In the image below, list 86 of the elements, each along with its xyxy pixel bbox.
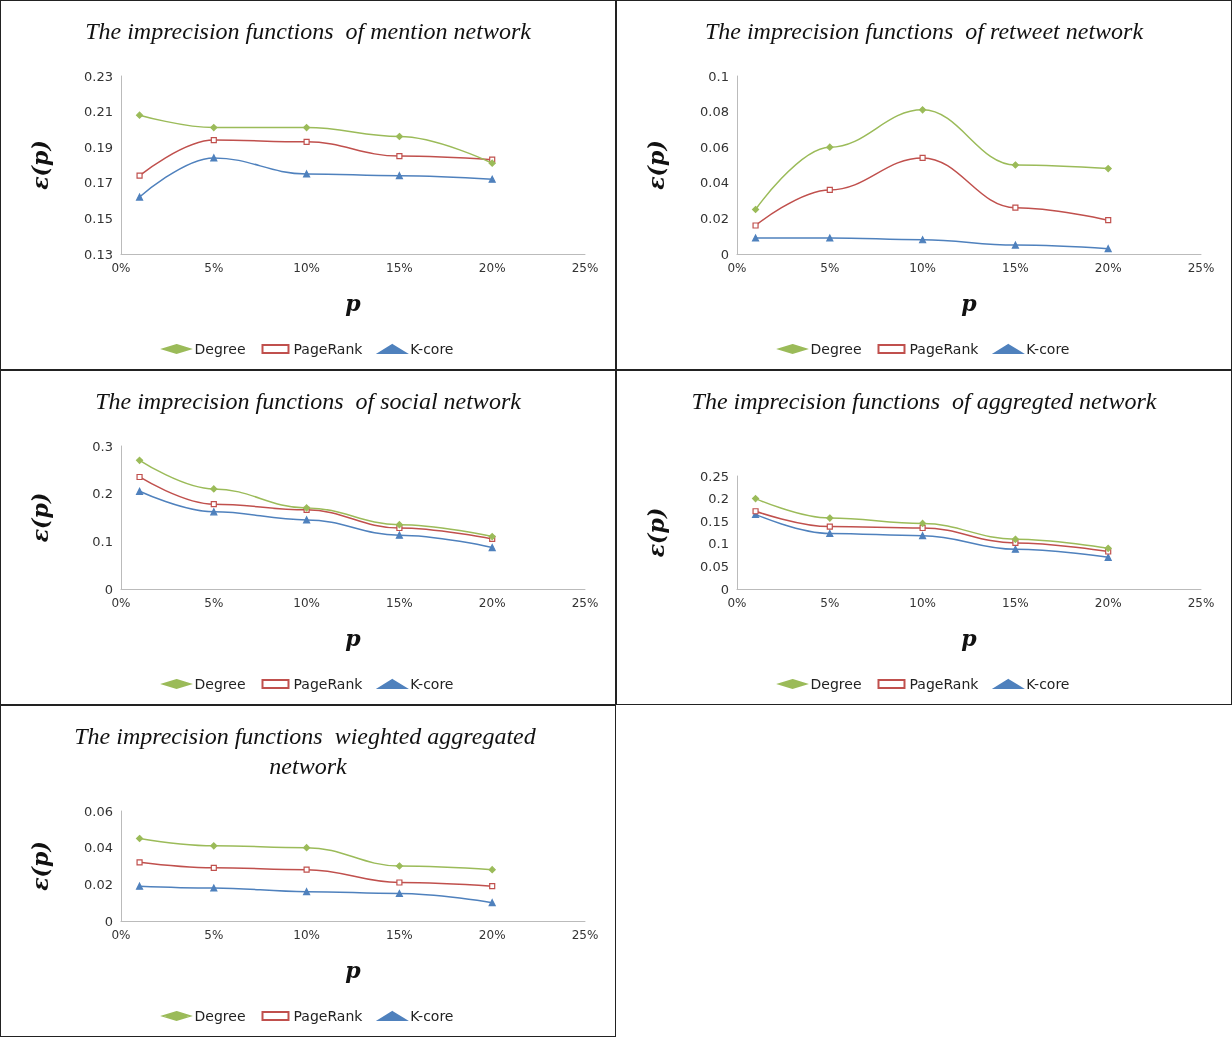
x-tick-label: 20% — [478, 596, 506, 610]
x-tick-label: 0% — [727, 596, 747, 610]
y-tick-label: 0.08 — [700, 104, 729, 120]
x-tick-label: 10% — [909, 596, 936, 610]
y-axis-title: ε(p) — [27, 140, 53, 190]
legend-label: K-core — [410, 676, 454, 692]
legend-label: Degree — [810, 341, 862, 357]
x-axis-title: p — [345, 625, 362, 651]
x-tick-label: 15% — [386, 261, 413, 275]
legend-label: Degree — [194, 676, 246, 692]
y-axis-title: ε(p) — [643, 507, 669, 558]
y-tick-label: 0.15 — [700, 513, 729, 529]
x-tick-label: 25% — [1187, 261, 1215, 275]
x-axis-title: p — [345, 957, 362, 983]
y-tick-label: 0.23 — [84, 68, 113, 84]
y-tick-label: 0.15 — [84, 210, 113, 226]
legend-label: Degree — [810, 676, 862, 692]
x-tick-label: 10% — [293, 596, 320, 610]
y-tick-label: 0.02 — [84, 876, 113, 892]
x-tick-label: 20% — [1094, 596, 1122, 610]
y-tick-label: 0 — [104, 913, 113, 929]
chart-title: The imprecision functions of mention network — [85, 18, 532, 44]
y-tick-label: 0 — [720, 581, 729, 597]
legend-label: Degree — [194, 1008, 246, 1024]
x-tick-label: 5% — [820, 596, 840, 610]
chart-title: The imprecision functions wieghted aggregated network — [74, 723, 542, 779]
chart-title: The imprecision functions of aggregted network — [691, 388, 1157, 414]
x-tick-label: 10% — [293, 928, 320, 942]
x-tick-label: 25% — [571, 261, 599, 275]
y-tick-label: 0.2 — [708, 491, 729, 507]
y-tick-label: 0.25 — [700, 468, 729, 484]
y-tick-label: 0.17 — [84, 175, 113, 191]
x-tick-label: 10% — [293, 261, 320, 275]
y-tick-label: 0.13 — [84, 246, 113, 262]
y-axis-title: ε(p) — [27, 492, 53, 543]
x-tick-label: 15% — [1002, 596, 1029, 610]
x-axis-title: p — [345, 290, 362, 316]
x-tick-label: 5% — [204, 596, 224, 610]
y-axis-title: ε(p) — [27, 841, 53, 891]
x-tick-label: 0% — [111, 928, 131, 942]
legend-label: Degree — [194, 341, 246, 357]
legend-label: K-core — [410, 341, 454, 357]
x-tick-label: 15% — [386, 596, 413, 610]
y-tick-label: 0.06 — [84, 803, 113, 819]
y-tick-label: 0.1 — [92, 533, 113, 549]
legend-label: PageRank — [293, 676, 364, 692]
x-axis-title: p — [961, 625, 978, 651]
x-tick-label: 20% — [1094, 261, 1122, 275]
y-tick-label: 0.04 — [700, 175, 729, 191]
y-tick-label: 0.06 — [700, 139, 729, 155]
x-tick-label: 0% — [111, 596, 131, 610]
y-axis-title: ε(p) — [643, 140, 669, 190]
chart-title: The imprecision functions of retweet network — [704, 18, 1144, 44]
x-tick-label: 25% — [571, 928, 599, 942]
y-tick-label: 0.04 — [84, 840, 113, 856]
x-tick-label: 15% — [1002, 261, 1029, 275]
x-axis-title: p — [961, 290, 978, 316]
y-tick-label: 0.02 — [700, 210, 729, 226]
x-tick-label: 5% — [820, 261, 840, 275]
legend-label: PageRank — [909, 341, 980, 357]
legend-label: K-core — [1026, 676, 1070, 692]
legend-label: K-core — [1026, 341, 1070, 357]
legend-label: PageRank — [293, 341, 364, 357]
x-tick-label: 25% — [571, 596, 599, 610]
y-tick-label: 0 — [104, 581, 113, 597]
y-tick-label: 0.3 — [92, 438, 113, 454]
y-tick-label: 0.1 — [708, 536, 729, 552]
legend-label: K-core — [410, 1008, 454, 1024]
x-tick-label: 5% — [204, 928, 224, 942]
y-tick-label: 0.05 — [700, 558, 729, 574]
legend-label: PageRank — [293, 1008, 364, 1024]
x-tick-label: 25% — [1187, 596, 1215, 610]
x-tick-label: 10% — [909, 261, 936, 275]
x-tick-label: 0% — [111, 261, 131, 275]
y-tick-label: 0.21 — [84, 104, 113, 120]
chart-title: The imprecision functions of social network — [95, 388, 522, 414]
legend-label: PageRank — [909, 676, 980, 692]
x-tick-label: 20% — [478, 261, 506, 275]
x-tick-label: 20% — [478, 928, 506, 942]
y-tick-label: 0.2 — [92, 486, 113, 502]
x-tick-label: 5% — [204, 261, 224, 275]
x-tick-label: 0% — [727, 261, 747, 275]
x-tick-label: 15% — [386, 928, 413, 942]
y-tick-label: 0.1 — [708, 68, 729, 84]
y-tick-label: 0.19 — [84, 139, 113, 155]
y-tick-label: 0 — [720, 246, 729, 262]
